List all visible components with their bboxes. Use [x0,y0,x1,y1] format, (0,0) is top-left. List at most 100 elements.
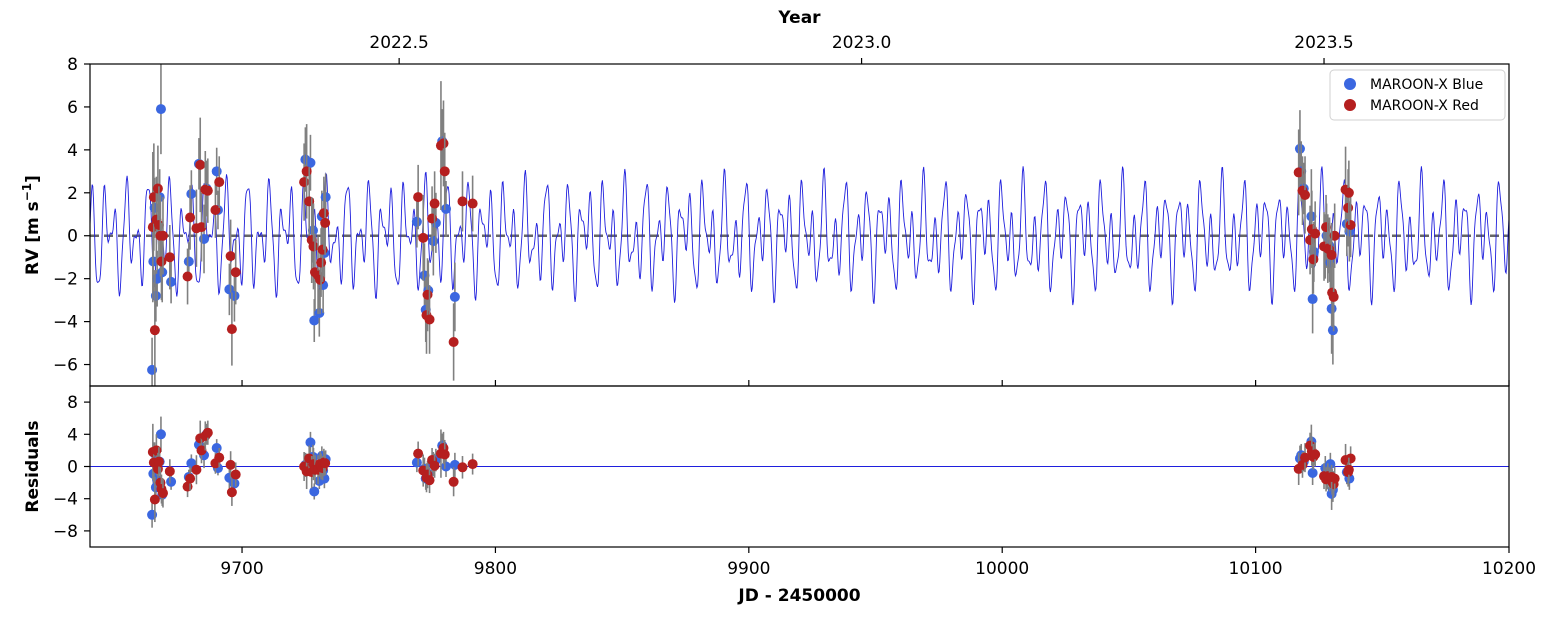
rv-point-red-32 [318,208,329,219]
rv-point-red-23 [301,166,312,177]
rv-point-red-19 [225,251,236,262]
x-tick-label: 9700 [220,559,263,579]
residual-ytick-label: −8 [53,522,78,542]
residual-point-red-12 [191,464,202,475]
rv-point-red-33 [320,217,331,228]
residual-point-blue-6 [155,429,166,440]
rv-point-red-64 [1343,187,1354,198]
residual-point-blue-8 [166,476,177,487]
rv-point-red-20 [226,324,237,335]
rv-point-red-10 [182,271,193,282]
top-year-axis: 2022.5 2023.0 2023.5 [369,33,1354,64]
rv-point-red-7 [156,256,167,267]
residual-point-red-21 [230,469,241,480]
rv-point-red-49 [1300,189,1311,200]
residual-point-blue-21 [309,486,320,497]
residuals-y-axis-label: Residuals [23,420,43,512]
residual-point-red-8 [157,488,168,499]
residual-point-red-63 [1345,453,1356,464]
residual-point-red-18 [214,452,225,463]
residual-point-red-20 [226,487,237,498]
legend-marker-blue [1344,78,1356,90]
residual-point-red-33 [320,458,331,469]
rv-ytick-label: 4 [67,141,78,161]
top-tick-label: 2022.5 [369,33,428,53]
rv-point-red-4 [152,183,163,194]
legend-marker-red [1344,99,1356,111]
legend: MAROON-X Blue MAROON-X Red [1329,69,1506,121]
rv-point-red-18 [214,177,225,188]
residual-ytick-label: 8 [67,393,78,413]
x-tick-label: 9800 [474,559,517,579]
residual-point-red-11 [185,473,196,484]
rv-point-red-40 [429,198,440,209]
legend-label-blue: MAROON-X Blue [1370,77,1483,93]
rv-ytick-label: 8 [67,55,78,75]
rv-point-red-38 [424,314,435,325]
rv-point-red-37 [422,289,433,300]
rv-point-red-45 [457,196,468,207]
rv-point-blue-27 [411,216,422,227]
rv-point-red-14 [196,222,207,233]
rv-y-axis-label-main: RV [m s [23,201,43,275]
legend-label-red: MAROON-X Red [1370,98,1479,114]
residual-point-red-38 [424,475,435,486]
residual-point-red-65 [1326,471,1337,482]
residual-point-blue-17 [229,478,240,489]
rv-point-blue-35 [449,291,460,302]
residual-point-red-43 [439,449,450,460]
rv-ytick-label: −2 [53,270,78,290]
rv-point-blue-14 [211,166,222,177]
rv-point-red-46 [467,198,478,209]
x-tick-label: 10100 [1229,559,1283,579]
rv-y-axis-label-superscript: −1 [20,183,34,201]
rv-point-red-42 [438,138,449,149]
residual-point-blue-14 [211,442,222,453]
rv-point-blue-31 [428,236,439,247]
residuals-panel: −8 −4 0 4 8 Residuals [23,385,1510,548]
rv-point-red-9 [164,252,175,263]
rv-point-red-43 [439,166,450,177]
rv-point-red-31 [317,244,328,255]
residual-point-red-40 [429,460,440,471]
top-axis-title: Year [777,8,821,28]
residual-point-blue-19 [305,437,316,448]
rv-point-red-34 [413,192,424,203]
x-tick-label: 10000 [975,559,1029,579]
rv-point-red-16 [202,185,213,196]
rv-point-red-35 [418,232,429,243]
rv-ytick-label: 6 [67,98,78,118]
rv-point-red-8 [157,230,168,241]
residual-point-red-46 [467,459,478,470]
residual-ytick-label: 0 [67,458,78,478]
residual-point-red-3 [151,445,162,456]
residual-point-red-45 [457,462,468,473]
rv-point-blue-8 [166,276,177,287]
residual-point-red-19 [225,459,236,470]
residual-point-red-64 [1343,464,1354,475]
rv-point-blue-34 [441,203,452,214]
legend-box [1329,69,1506,121]
rv-point-red-39 [427,213,438,224]
rv-model-path [89,166,1510,306]
x-tick-label: 10200 [1482,559,1536,579]
rv-point-blue-36 [1294,143,1305,154]
top-tick-label: 2023.0 [832,33,891,53]
rv-point-blue-10 [186,188,197,199]
rv-point-red-2 [149,325,160,336]
residuals-data-points [147,416,1356,528]
rv-point-blue-21 [309,315,320,326]
residual-point-red-9 [164,466,175,477]
residual-point-blue-40 [1307,467,1318,478]
rv-point-red-53 [1310,228,1321,239]
rv-data-points [147,64,1356,386]
rv-point-red-26 [308,241,319,252]
rv-point-red-63 [1345,220,1356,230]
residual-point-red-34 [413,448,424,459]
bottom-jd-axis: 9700 9800 9900 10000 10100 10200 [220,380,1536,579]
rv-y-axis-label-bracket: ] [23,175,43,183]
rv-point-red-17 [210,204,221,215]
rv-point-red-29 [315,274,326,285]
